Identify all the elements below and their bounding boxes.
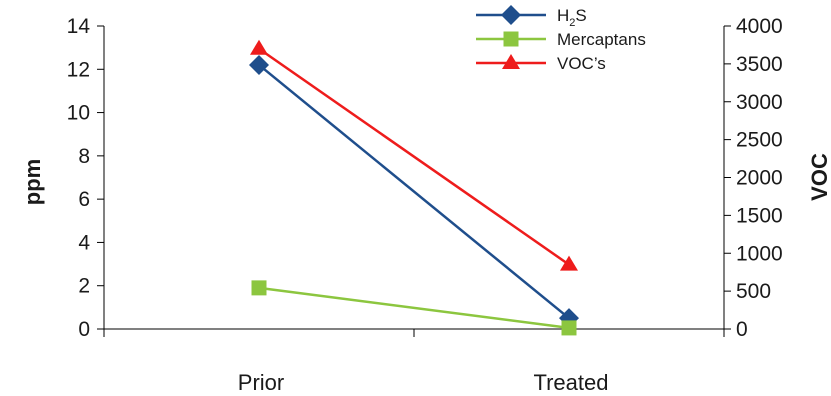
legend-marker-h2s: [501, 5, 521, 25]
right-tick-label: 500: [736, 280, 771, 303]
legend-label-mercaptans: Mercaptans: [557, 30, 646, 49]
series-line-mercaptans: [258, 286, 570, 330]
data-point-mercaptans: [561, 320, 577, 336]
right-tick-label: 3000: [736, 91, 783, 114]
legend-marker-voc-s: [502, 54, 520, 69]
left-tick-label: 6: [78, 188, 90, 211]
series-line-voc-s: [258, 47, 570, 266]
legend-label-voc-s: VOC’s: [557, 54, 606, 73]
left-tick-label: 4: [78, 231, 90, 254]
right-tick-label: 1000: [736, 242, 783, 265]
right-tick-label: 2000: [736, 167, 783, 190]
chart-axes: [103, 26, 725, 337]
legend-label-h2s: H2S: [557, 6, 587, 29]
left-tick-label: 10: [67, 102, 90, 125]
series-line-h2s: [258, 63, 570, 320]
left-tick-label: 12: [67, 58, 90, 81]
data-point-voc-s: [560, 255, 578, 271]
right-tick-label: 0: [736, 318, 748, 341]
data-point-h2s: [249, 54, 269, 75]
right-axis-ticks: 0 500 1000 1500 2000 2500 3000 3500 4000: [724, 15, 783, 341]
left-tick-label: 14: [67, 15, 91, 38]
right-axis-title: VOC: [807, 153, 831, 201]
category-label: Prior: [238, 370, 284, 395]
data-point-mercaptans: [251, 280, 267, 296]
left-tick-label: 2: [78, 275, 90, 298]
right-tick-label: 4000: [736, 15, 783, 38]
category-labels: Prior Treated: [238, 370, 609, 395]
right-tick-label: 2500: [736, 129, 783, 152]
left-axis-title: ppm: [20, 159, 45, 205]
right-tick-label: 3500: [736, 53, 783, 76]
series-layer: [249, 39, 579, 336]
left-axis-ticks: 0 2 4 6 8 10 12 14: [67, 15, 104, 341]
legend-marker-mercaptans: [503, 31, 519, 47]
category-label: Treated: [533, 370, 608, 395]
left-tick-label: 8: [78, 145, 90, 168]
left-tick-label: 0: [78, 318, 90, 341]
right-tick-label: 1500: [736, 204, 783, 227]
data-point-voc-s: [250, 39, 268, 55]
